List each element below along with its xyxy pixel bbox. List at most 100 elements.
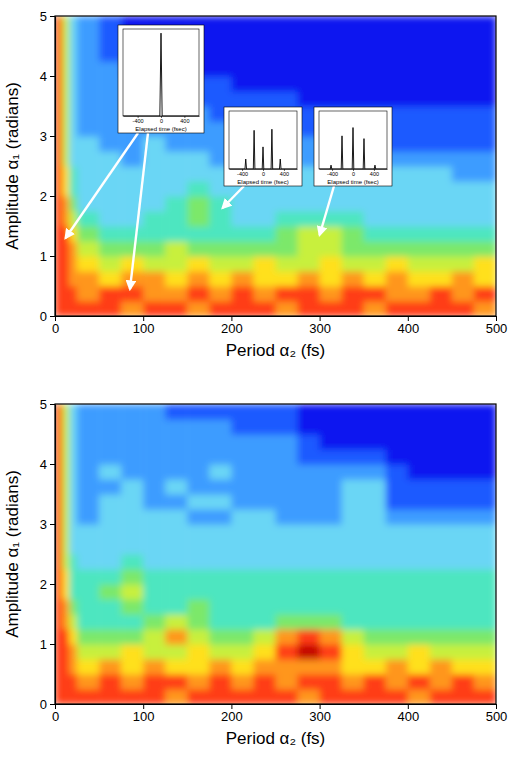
- heatmap-cell: [452, 539, 475, 555]
- heatmap-cell: [253, 271, 276, 287]
- heatmap-cell: [430, 196, 453, 212]
- heatmap-cell: [276, 31, 299, 47]
- heatmap-cell: [298, 449, 321, 465]
- x-tick: 0: [52, 316, 59, 336]
- heatmap-cell: [386, 569, 409, 585]
- heatmap-cell: [298, 301, 321, 316]
- heatmap-cell: [165, 554, 188, 570]
- heatmap-cell: [143, 404, 166, 420]
- x-tick-label: 500: [486, 709, 508, 724]
- y-tick-mark: [50, 404, 55, 405]
- heatmap-cell: [69, 629, 78, 645]
- heatmap-cell: [165, 181, 188, 197]
- heatmap-cell: [474, 106, 496, 122]
- heatmap-cell: [55, 271, 63, 287]
- heatmap-cell: [77, 644, 100, 660]
- heatmap-cell: [430, 121, 453, 137]
- heatmap-cell: [253, 539, 276, 555]
- heatmap-cell: [386, 614, 409, 630]
- heatmap-cell: [121, 539, 144, 555]
- heatmap-cell: [386, 689, 409, 704]
- heatmap-cell: [386, 434, 409, 450]
- heatmap-cell: [231, 91, 254, 107]
- heatmap-cell: [253, 226, 276, 242]
- heatmap-cell: [121, 464, 144, 480]
- heatmap-cell: [69, 464, 78, 480]
- heatmap-cell: [386, 211, 409, 227]
- heatmap-cell: [276, 256, 299, 272]
- heatmap-cell: [253, 301, 276, 316]
- heatmap-cell: [364, 31, 387, 47]
- heatmap-cell: [474, 659, 496, 675]
- heatmap-cell: [187, 301, 210, 316]
- heatmap-cell: [276, 434, 299, 450]
- heatmap-cell: [99, 674, 122, 690]
- heatmap-cell: [320, 659, 343, 675]
- heatmap-cell: [408, 689, 431, 704]
- heatmap-cell: [474, 136, 496, 152]
- heatmap-cell: [342, 301, 365, 316]
- heatmap-cell: [320, 286, 343, 302]
- heatmap-cell: [298, 226, 321, 242]
- heatmap-cell: [408, 464, 431, 480]
- heatmap-cell: [69, 494, 78, 510]
- x-tick-label: 300: [309, 321, 331, 336]
- heatmap-cell: [452, 494, 475, 510]
- heatmap-cell: [342, 644, 365, 660]
- heatmap-cell: [55, 106, 63, 122]
- heatmap-cell: [209, 271, 232, 287]
- heatmap-cell: [99, 479, 122, 495]
- heatmap-cell: [187, 524, 210, 540]
- heatmap-cell: [165, 136, 188, 152]
- heatmap-cell: [77, 479, 100, 495]
- heatmap-cell: [474, 494, 496, 510]
- heatmap-cell: [99, 226, 122, 242]
- inset-x-tick: 0: [262, 169, 265, 177]
- heatmap-cell: [121, 614, 144, 630]
- heatmap-cell: [69, 286, 78, 302]
- heatmap-cell: [99, 629, 122, 645]
- heatmap-cell: [342, 554, 365, 570]
- heatmap-cell: [253, 629, 276, 645]
- heatmap-cell: [452, 689, 475, 704]
- heatmap-cell: [55, 151, 63, 167]
- heatmap-cell: [430, 479, 453, 495]
- heatmap-cell: [209, 241, 232, 257]
- heatmap-cell: [430, 689, 453, 704]
- y-tick-mark: [50, 524, 55, 525]
- heatmap-cell: [231, 674, 254, 690]
- heatmap-cell: [55, 256, 63, 272]
- heatmap-cell: [231, 494, 254, 510]
- heatmap-cell: [320, 241, 343, 257]
- panel: 0100200300400500012345Period α₂ (fs)Ampl…: [3, 397, 507, 748]
- heatmap-cell: [386, 674, 409, 690]
- heatmap-cell: [386, 659, 409, 675]
- heatmap-cell: [165, 464, 188, 480]
- heatmap-cell: [408, 31, 431, 47]
- heatmap-cell: [165, 614, 188, 630]
- heatmap-cell: [69, 644, 78, 660]
- heatmap-cell: [408, 286, 431, 302]
- heatmap-cell: [62, 76, 70, 92]
- heatmap-cell: [165, 301, 188, 316]
- heatmap-cell: [69, 106, 78, 122]
- heatmap-cell: [77, 674, 100, 690]
- heatmap-cell: [121, 286, 144, 302]
- heatmap-cell: [386, 76, 409, 92]
- heatmap-cell: [253, 569, 276, 585]
- heatmap-cell: [386, 271, 409, 287]
- heatmap-cell: [69, 271, 78, 287]
- x-tick-label: 200: [221, 321, 243, 336]
- heatmap-cell: [342, 226, 365, 242]
- heatmap-cell: [430, 166, 453, 182]
- heatmap-cell: [187, 286, 210, 302]
- heatmap-cell: [209, 91, 232, 107]
- heatmap-cell: [62, 166, 70, 182]
- heatmap-cell: [320, 449, 343, 465]
- heatmap-cell: [298, 554, 321, 570]
- heatmap-cell: [320, 509, 343, 525]
- heatmap-cell: [430, 674, 453, 690]
- y-tick-label: 1: [40, 249, 47, 264]
- heatmap-cell: [364, 539, 387, 555]
- heatmap-cell: [231, 644, 254, 660]
